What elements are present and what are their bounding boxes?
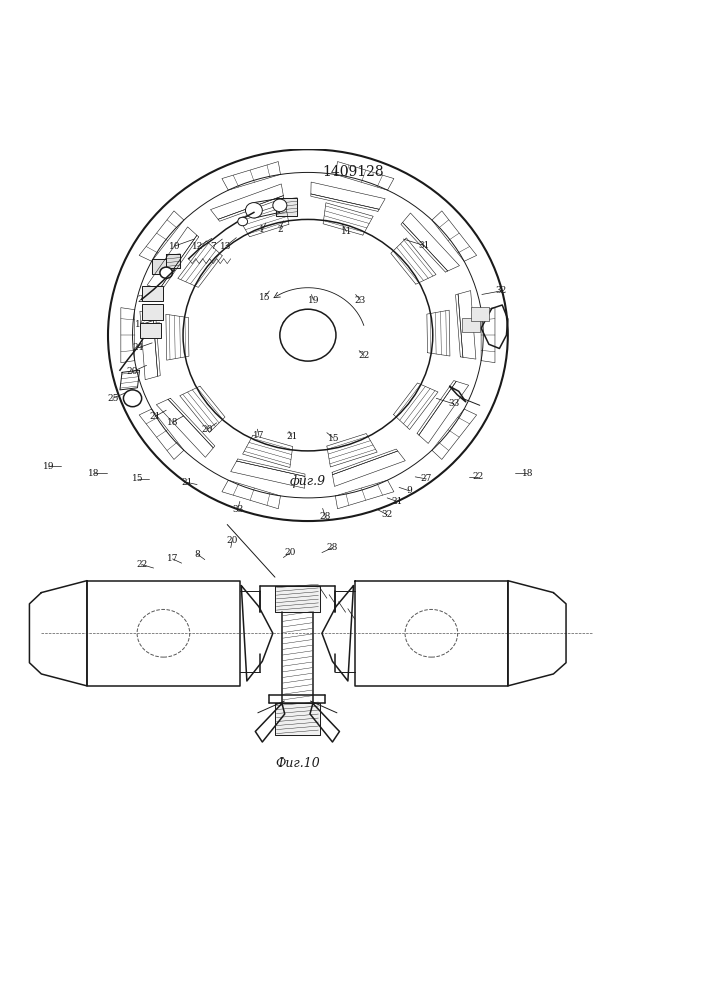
Text: 28: 28 [327, 543, 338, 552]
Text: 33: 33 [232, 505, 243, 514]
Text: 18: 18 [88, 469, 100, 478]
Text: 8: 8 [194, 550, 200, 559]
Text: 20: 20 [226, 536, 238, 545]
Text: 1409128: 1409128 [322, 165, 385, 179]
Ellipse shape [160, 267, 173, 278]
Text: 20: 20 [127, 367, 139, 376]
Bar [140, 323, 161, 338]
Text: 21: 21 [149, 412, 160, 421]
Text: 18: 18 [167, 418, 178, 427]
Text: 32: 32 [382, 510, 393, 519]
Text: 15: 15 [259, 293, 270, 302]
Text: 20: 20 [285, 548, 296, 557]
Bar [141, 286, 163, 301]
Text: 13: 13 [220, 242, 231, 251]
Text: 21: 21 [391, 497, 403, 506]
Text: 28: 28 [320, 512, 331, 521]
Bar [472, 307, 489, 321]
Text: 12: 12 [192, 242, 204, 251]
Text: 17: 17 [167, 554, 178, 563]
Text: 21: 21 [286, 432, 298, 441]
Bar [141, 304, 163, 320]
Text: 27: 27 [421, 474, 432, 483]
Text: 19: 19 [308, 296, 320, 305]
Text: 10: 10 [169, 242, 180, 251]
Text: 18: 18 [281, 322, 293, 331]
Polygon shape [152, 259, 166, 274]
Text: 15: 15 [132, 474, 144, 483]
Text: 24: 24 [132, 343, 144, 352]
Bar [462, 318, 480, 332]
Polygon shape [166, 254, 180, 268]
Text: 21: 21 [182, 478, 193, 487]
Text: 20: 20 [202, 425, 214, 434]
Text: 22: 22 [358, 351, 370, 360]
Text: Фиг.10: Фиг.10 [275, 757, 320, 770]
Text: 17: 17 [253, 431, 264, 440]
Text: 19: 19 [42, 462, 54, 471]
Polygon shape [276, 198, 298, 216]
Ellipse shape [273, 199, 287, 212]
Text: 7: 7 [211, 242, 216, 251]
Text: 20: 20 [137, 295, 148, 304]
Text: 18: 18 [522, 469, 533, 478]
Text: 22: 22 [136, 560, 147, 569]
Polygon shape [275, 586, 320, 612]
Text: 25: 25 [107, 394, 119, 403]
Text: 31: 31 [418, 241, 429, 250]
Text: 33: 33 [448, 399, 460, 408]
Text: 32: 32 [495, 286, 506, 295]
Text: 9: 9 [407, 486, 412, 495]
Ellipse shape [245, 203, 262, 218]
Text: 11: 11 [341, 227, 352, 236]
Text: 15: 15 [328, 434, 339, 443]
Text: фиг.9: фиг.9 [290, 475, 326, 488]
Ellipse shape [280, 309, 336, 361]
Ellipse shape [124, 390, 141, 407]
Polygon shape [275, 703, 320, 735]
Text: 1: 1 [259, 225, 265, 234]
Text: 22: 22 [473, 472, 484, 481]
Ellipse shape [238, 217, 247, 226]
Text: 16: 16 [135, 320, 147, 329]
Text: 2: 2 [277, 225, 283, 234]
Text: 23: 23 [355, 296, 366, 305]
